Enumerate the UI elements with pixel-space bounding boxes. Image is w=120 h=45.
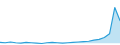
area-fill <box>0 8 120 44</box>
chart-container <box>0 0 120 45</box>
chart-svg <box>0 0 120 45</box>
area-line <box>0 8 120 44</box>
plot-area <box>0 8 120 44</box>
